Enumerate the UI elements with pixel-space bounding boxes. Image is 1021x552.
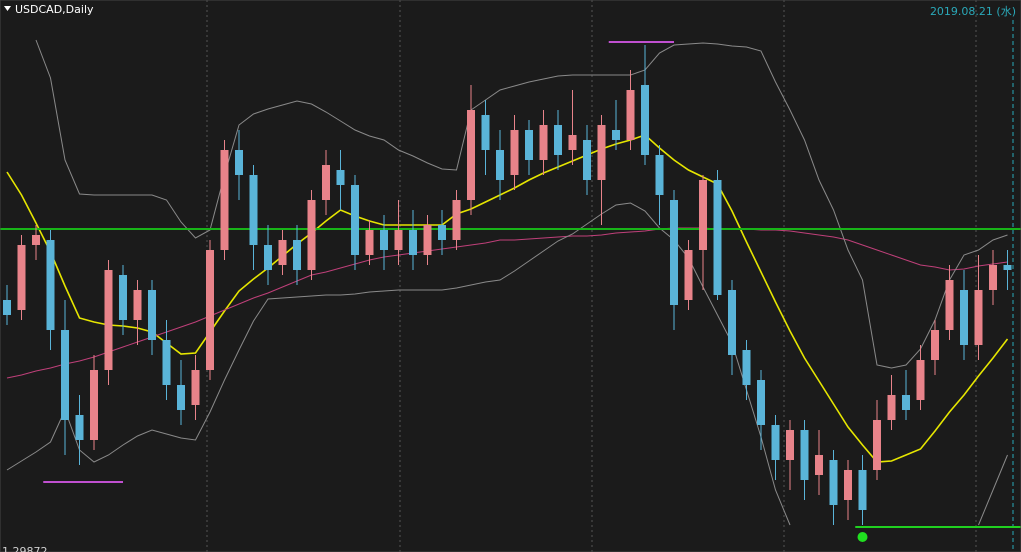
candle-body xyxy=(916,360,925,400)
candle-body xyxy=(365,230,374,255)
candle-body xyxy=(17,245,26,310)
candle-body xyxy=(467,110,475,200)
indicator-line xyxy=(6,227,1008,379)
candle-body xyxy=(728,290,736,355)
candle-body xyxy=(264,245,272,270)
y-tick-label: 1.29872 xyxy=(2,545,48,552)
candle-body xyxy=(684,250,693,300)
candle-body xyxy=(858,470,867,510)
candle-body xyxy=(583,140,591,180)
candle-body xyxy=(655,155,664,195)
candle-body xyxy=(351,185,359,255)
candle-body xyxy=(974,290,983,345)
candle-body xyxy=(148,290,156,340)
candle-body xyxy=(641,85,649,155)
candle-body xyxy=(742,350,751,385)
candle-body xyxy=(220,150,229,250)
signal-marker xyxy=(857,532,868,542)
candle-body xyxy=(525,130,533,160)
candle-body xyxy=(670,200,678,305)
candle-body xyxy=(989,265,997,290)
candle-body xyxy=(278,240,287,265)
indicator-line xyxy=(35,39,1008,369)
indicator-line xyxy=(6,134,1009,463)
candle-body xyxy=(322,165,330,200)
candle-body xyxy=(452,200,461,240)
candle-body xyxy=(887,395,896,420)
candle-body xyxy=(626,90,635,140)
candle-body xyxy=(931,330,939,360)
candle-body xyxy=(104,270,113,370)
candle-body xyxy=(786,430,794,460)
candle-body xyxy=(394,230,403,250)
candle-body xyxy=(800,430,809,480)
candle-body xyxy=(206,250,214,370)
candle-body xyxy=(539,125,548,160)
candle-body xyxy=(699,180,707,250)
candle-body xyxy=(757,380,765,425)
candle-body xyxy=(119,275,127,320)
symbol-menu-arrow[interactable] xyxy=(4,6,11,11)
candle-body xyxy=(597,125,606,180)
candle-body xyxy=(3,300,11,315)
candle-body xyxy=(249,175,258,245)
candle-body xyxy=(713,180,722,295)
candle-body xyxy=(496,150,504,180)
candle-body xyxy=(902,395,910,410)
candle-body xyxy=(90,370,98,440)
candle-body xyxy=(75,415,84,440)
candle-body xyxy=(554,125,562,155)
candle-body xyxy=(235,150,243,175)
candle-body xyxy=(380,230,388,250)
candle-body xyxy=(61,330,69,420)
candle-body xyxy=(771,425,780,460)
chart-title: USDCAD,Daily xyxy=(15,3,94,16)
candle-body xyxy=(960,290,968,345)
candle-body xyxy=(191,370,200,405)
candle-body xyxy=(844,470,852,500)
candle-body xyxy=(438,225,446,240)
candle-body xyxy=(945,280,954,330)
candle-body xyxy=(293,240,301,270)
candle-body xyxy=(1003,265,1012,270)
plot xyxy=(0,39,1021,542)
candle-body xyxy=(32,235,40,245)
candle-body xyxy=(612,130,620,140)
candle-body xyxy=(873,420,881,470)
candle-body xyxy=(510,130,519,175)
candle-body xyxy=(568,135,577,150)
candle-body xyxy=(815,455,823,475)
cursor-date: 2019.08.21 (水) xyxy=(930,5,1016,18)
candle-body xyxy=(307,200,316,270)
candle-body xyxy=(336,170,345,185)
candle-body xyxy=(46,240,55,330)
candle-body xyxy=(133,290,142,320)
candle-body xyxy=(829,460,838,505)
candle-body xyxy=(162,340,171,385)
candle-body xyxy=(409,230,417,255)
candle-body xyxy=(423,225,432,255)
candle-body xyxy=(177,385,185,410)
candle-body xyxy=(481,115,490,150)
